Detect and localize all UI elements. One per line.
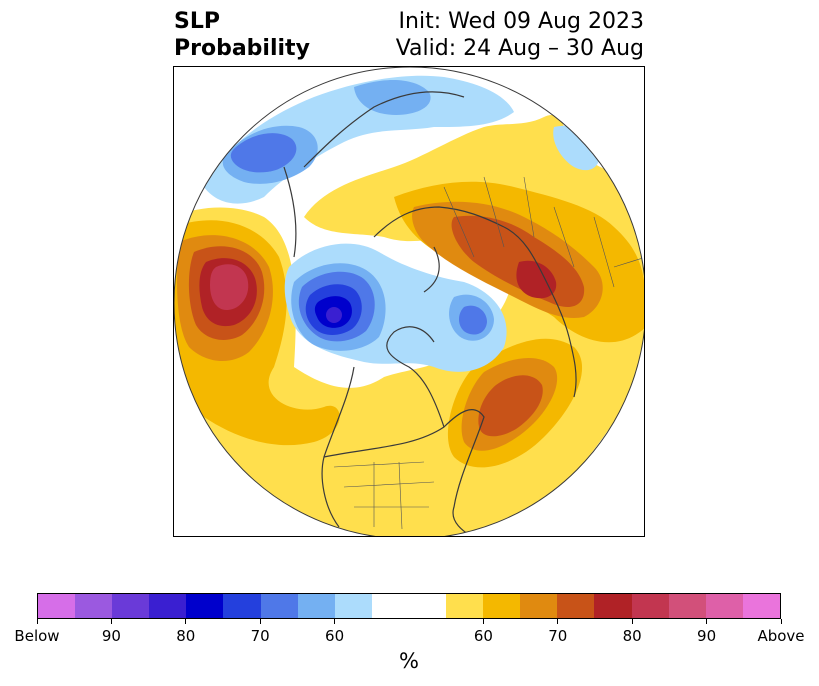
colorbar-tick-label: 90: [101, 627, 121, 645]
colorbar-segment: [297, 594, 335, 618]
colorbar-segment: [334, 594, 372, 618]
colorbar-tick-mark: [36, 619, 38, 624]
colorbar-tick-label: 60: [473, 627, 493, 645]
colorbar-tick-label: 90: [697, 627, 717, 645]
valid-range: Valid: 24 Aug – 30 Aug: [395, 36, 644, 61]
colorbar-segment: [260, 594, 298, 618]
political-borders: [333, 176, 644, 530]
colorbar-tick-label: Above: [757, 627, 805, 645]
colorbar-tick-label: 60: [325, 627, 345, 645]
colorbar-segment: [705, 594, 743, 618]
colorbar-tick-mark: [110, 619, 112, 624]
colorbar-tick-mark: [780, 619, 782, 624]
title-type: Probability: [174, 36, 310, 61]
colorbar-segment: [631, 594, 669, 618]
colorbar-segment: [149, 594, 187, 618]
colorbar-tick-mark: [557, 619, 559, 624]
probability-map-svg: [174, 67, 644, 536]
colorbar-segment: [668, 594, 706, 618]
colorbar-segment: [594, 594, 632, 618]
below-mid-north2: [354, 80, 431, 115]
polar-map: [173, 66, 645, 537]
colorbar-segment: [742, 594, 780, 618]
coastlines: [283, 91, 577, 536]
colorbar-segment: [75, 594, 113, 618]
colorbar-segment: [38, 594, 76, 618]
colorbar-tick-mark: [706, 619, 708, 624]
colorbar-segment: [557, 594, 595, 618]
colorbar-segment: [446, 594, 484, 618]
init-date: Init: Wed 09 Aug 2023: [398, 9, 644, 34]
colorbar-tick-label: 80: [176, 627, 196, 645]
above-extreme-west: [210, 264, 249, 311]
colorbar-tick-mark: [185, 619, 187, 624]
colorbar-tick-label: Below: [14, 627, 60, 645]
colorbar-segment: [112, 594, 150, 618]
colorbar-segment: [223, 594, 261, 618]
colorbar-segment: [371, 594, 447, 618]
below-strong-center2: [458, 305, 487, 335]
colorbar-segment: [520, 594, 558, 618]
title-variable: SLP: [174, 9, 220, 34]
colorbar-tick-label: 70: [548, 627, 568, 645]
below-core: [326, 307, 342, 323]
colorbar-segment: [483, 594, 521, 618]
colorbar-segment: [186, 594, 224, 618]
colorbar-tick-label: 70: [250, 627, 270, 645]
colorbar-tick-mark: [482, 619, 484, 624]
colorbar-tick-mark: [259, 619, 261, 624]
colorbar-tick-mark: [631, 619, 633, 624]
map-title: SLP Probability: [174, 8, 310, 62]
above-max-east: [516, 260, 557, 299]
map-dates: Init: Wed 09 Aug 2023 Valid: 24 Aug – 30…: [396, 8, 644, 62]
below-strong-north: [230, 133, 297, 173]
colorbar-tick-label: 80: [622, 627, 642, 645]
colorbar-tick-mark: [334, 619, 336, 624]
above-deep-atlantic: [478, 375, 543, 437]
probability-colorbar: [37, 593, 781, 619]
colorbar-unit-label: %: [399, 649, 419, 673]
